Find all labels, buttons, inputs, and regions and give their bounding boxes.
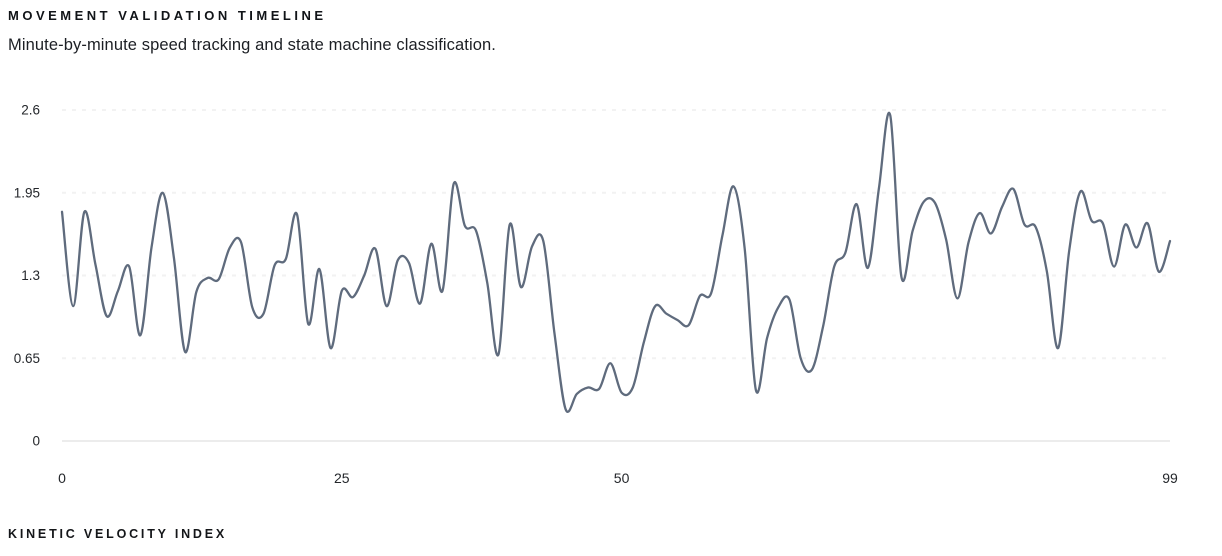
- velocity-series-line: [60, 111, 1172, 413]
- y-tick-label: 1.3: [21, 268, 40, 283]
- x-tick-label: 50: [614, 470, 630, 486]
- x-axis-title: KINETIC VELOCITY INDEX: [8, 527, 228, 541]
- y-tick-label: 0: [32, 434, 40, 449]
- y-tick-label: 0.65: [14, 351, 40, 366]
- y-tick-label: 1.95: [14, 185, 40, 200]
- y-tick-label: 2.6: [21, 103, 40, 118]
- x-tick-label: 0: [58, 470, 66, 486]
- page-title: MOVEMENT VALIDATION TIMELINE: [8, 8, 327, 23]
- page-subtitle: Minute-by-minute speed tracking and stat…: [8, 36, 496, 54]
- x-tick-label: 99: [1162, 470, 1178, 486]
- x-tick-label: 25: [334, 470, 350, 486]
